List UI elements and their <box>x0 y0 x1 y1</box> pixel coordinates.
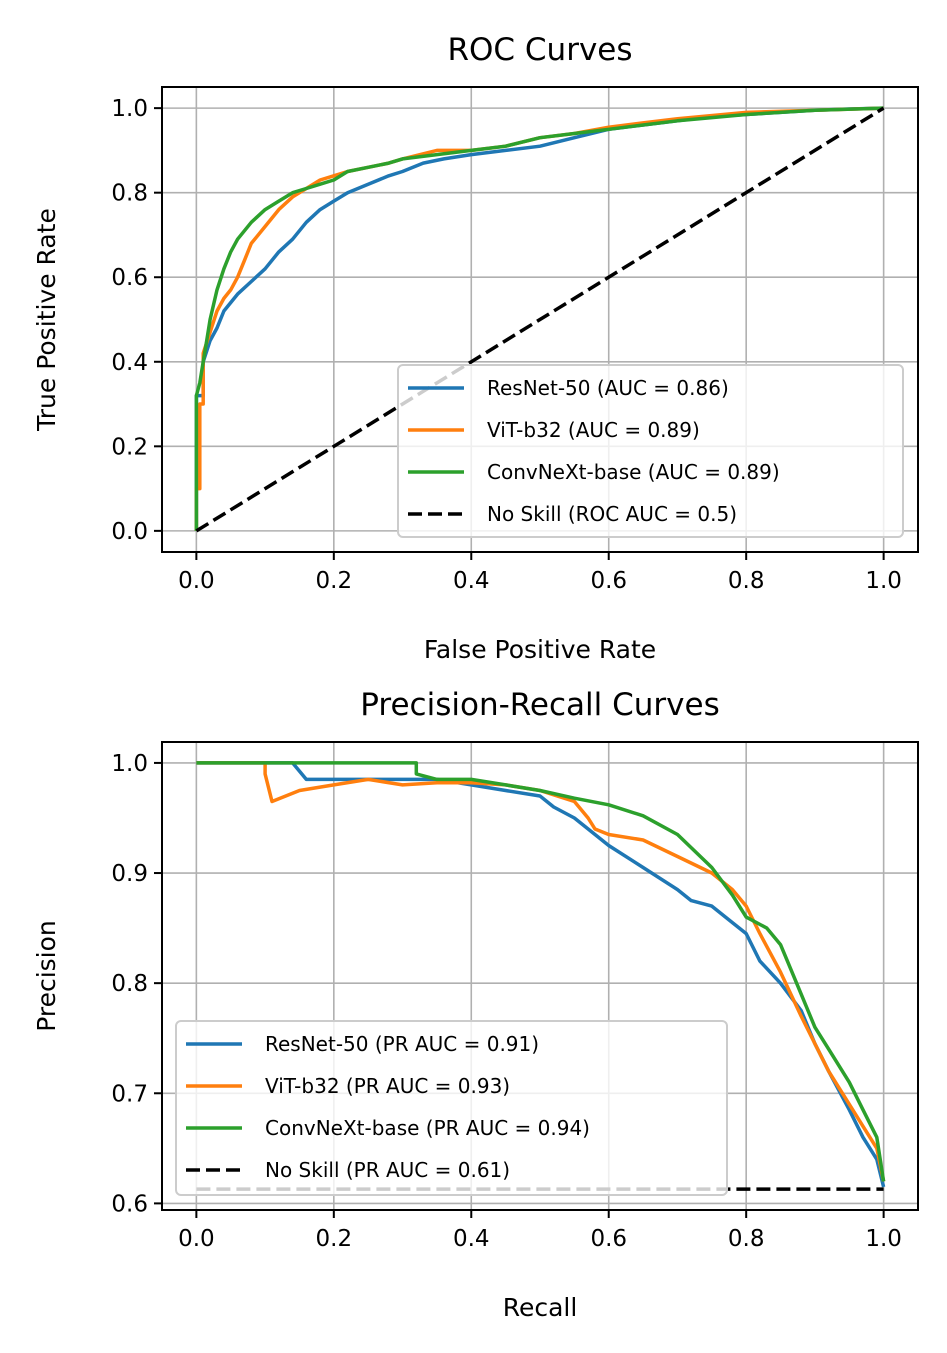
roc-x-axis-label: False Positive Rate <box>424 635 656 664</box>
pr-legend-label-3: No Skill (PR AUC = 0.61) <box>265 1158 510 1182</box>
pr-series-line-2 <box>196 761 886 1182</box>
pr-x-tick-label-1: 0.2 <box>316 1226 353 1252</box>
pr-y-tick-label-1: 0.7 <box>111 1081 148 1107</box>
pr-legend-label-2: ConvNeXt-base (PR AUC = 0.94) <box>265 1116 590 1140</box>
pr-y-axis-label: Precision <box>32 920 61 1032</box>
roc-x-tick-label-3: 0.6 <box>590 568 627 594</box>
roc-chart: 0.0 0.2 0.4 0.6 0.8 1.0 0.0 0.2 0.4 0.6 0.8 1.0 ROC… <box>32 32 919 664</box>
roc-title: ROC Curves <box>447 32 632 68</box>
roc-legend-label-0: ResNet-50 (AUC = 0.86) <box>487 376 729 400</box>
roc-legend-label-3: No Skill (ROC AUC = 0.5) <box>487 502 737 526</box>
roc-y-tick-label-1: 0.2 <box>111 434 148 460</box>
pr-x-tick-label-0: 0.0 <box>178 1226 215 1252</box>
roc-y-tick-label-0: 0.0 <box>111 519 148 545</box>
pr-series-line-1 <box>196 761 886 1182</box>
roc-plot-frame <box>161 86 919 553</box>
roc-y-tick-label-4: 0.8 <box>111 181 148 207</box>
pr-ticks: 0.0 0.2 0.4 0.6 0.8 1.0 0.6 0.7 0.8 0.9 1.0 <box>111 751 902 1252</box>
pr-x-tick-label-5: 1.0 <box>865 1226 902 1252</box>
roc-x-tick-label-4: 0.8 <box>728 568 765 594</box>
roc-legend-label-1: ViT-b32 (AUC = 0.89) <box>487 418 700 442</box>
roc-y-tick-label-2: 0.4 <box>111 350 148 376</box>
pr-x-tick-label-3: 0.6 <box>590 1226 627 1252</box>
roc-x-tick-label-0: 0.0 <box>178 568 215 594</box>
pr-x-axis-label: Recall <box>503 1293 578 1322</box>
pr-title: Precision-Recall Curves <box>360 687 719 723</box>
roc-legend-box <box>397 364 904 538</box>
pr-chart: 0.0 0.2 0.4 0.6 0.8 1.0 0.6 0.7 0.8 0.9 1.0 Precis… <box>32 687 919 1322</box>
roc-lines <box>194 106 885 533</box>
pr-plot-frame <box>161 741 919 1211</box>
pr-legend-label-1: ViT-b32 (PR AUC = 0.93) <box>265 1074 510 1098</box>
pr-y-tick-label-0: 0.6 <box>111 1191 148 1217</box>
pr-legend: ResNet-50 (PR AUC = 0.91) ViT-b32 (PR AUC… <box>175 1020 728 1196</box>
roc-y-axis-label: True Positive Rate <box>32 208 61 432</box>
roc-legend: ResNet-50 (AUC = 0.86) ViT-b32 (AUC = 0.8… <box>397 364 904 538</box>
pr-x-tick-label-2: 0.4 <box>453 1226 490 1252</box>
pr-y-tick-label-4: 1.0 <box>111 751 148 777</box>
roc-x-tick-label-5: 1.0 <box>865 568 902 594</box>
roc-ticks: 0.0 0.2 0.4 0.6 0.8 1.0 0.0 0.2 0.4 0.6 0.8 1.0 <box>111 96 902 594</box>
pr-y-tick-label-3: 0.9 <box>111 861 148 887</box>
pr-x-tick-label-4: 0.8 <box>728 1226 765 1252</box>
roc-x-tick-label-2: 0.4 <box>453 568 490 594</box>
roc-series-line-3 <box>195 106 885 533</box>
pr-y-tick-label-2: 0.8 <box>111 971 148 997</box>
pr-legend-label-0: ResNet-50 (PR AUC = 0.91) <box>265 1032 539 1056</box>
roc-legend-label-2: ConvNeXt-base (AUC = 0.89) <box>487 460 780 484</box>
roc-y-tick-label-3: 0.6 <box>111 265 148 291</box>
roc-x-tick-label-1: 0.2 <box>316 568 353 594</box>
roc-y-tick-label-5: 1.0 <box>111 96 148 122</box>
pr-legend-box <box>175 1020 728 1196</box>
roc-series-line-2 <box>194 106 884 531</box>
